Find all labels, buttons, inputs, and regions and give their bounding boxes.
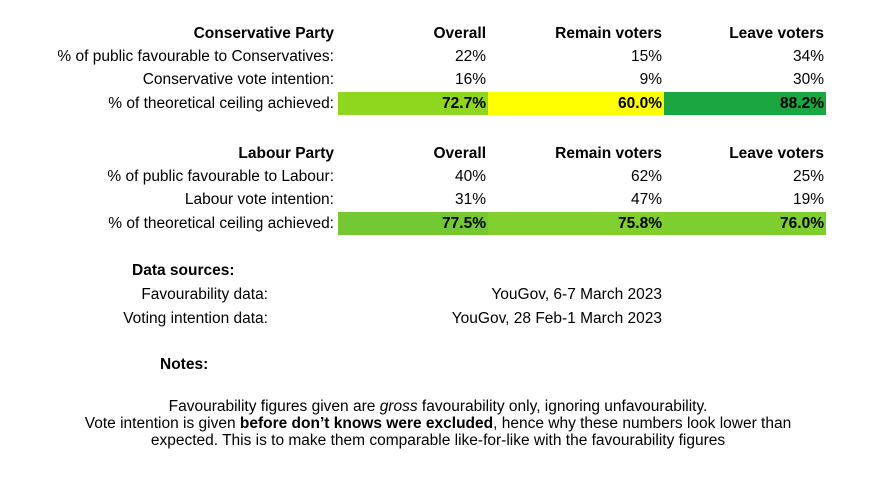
- notes-emphasis: gross: [379, 398, 418, 415]
- col-overall-heading: Overall: [433, 145, 486, 162]
- overall-value: 40%: [454, 168, 486, 185]
- conservative-vote-row: Conservative vote intention: 16% 9% 30%: [0, 68, 876, 91]
- labour-favourable-row: % of public favourable to Labour: 40% 62…: [0, 165, 876, 188]
- remain-value: 62%: [630, 168, 662, 185]
- remain-ceiling-cell: 60.0%: [488, 92, 664, 115]
- conservative-header-row: Conservative Party Overall Remain voters…: [0, 22, 876, 45]
- overall-ceiling-cell: 72.7%: [338, 92, 488, 115]
- col-leave-heading: Leave voters: [729, 25, 824, 42]
- overall-value: 22%: [454, 48, 486, 65]
- overall-value: 31%: [454, 191, 486, 208]
- remain-value: 15%: [630, 48, 662, 65]
- notes-bold-text: before don’t knows were excluded: [239, 415, 494, 432]
- labour-party-heading: Labour Party: [238, 145, 334, 162]
- notes-title: Notes:: [160, 356, 209, 373]
- overall-value: 16%: [454, 71, 486, 88]
- conservative-party-heading: Conservative Party: [193, 25, 334, 42]
- row-label: % of theoretical ceiling achieved:: [108, 215, 334, 232]
- leave-ceiling-cell: 76.0%: [664, 212, 826, 235]
- notes-text: Vote intention is given: [84, 415, 240, 432]
- leave-value: 25%: [792, 168, 824, 185]
- row-label: Labour vote intention:: [184, 191, 334, 208]
- favourability-source-value: YouGov, 6-7 March 2023: [491, 286, 662, 303]
- labour-vote-row: Labour vote intention: 31% 47% 19%: [0, 188, 876, 211]
- voting-source-label: Voting intention data:: [123, 310, 268, 327]
- voting-source-value: YouGov, 28 Feb-1 March 2023: [451, 310, 662, 327]
- notes-line-2: Vote intention is given before don’t kno…: [0, 415, 876, 432]
- col-remain-heading: Remain voters: [555, 25, 662, 42]
- overall-ceiling-cell: 77.5%: [338, 212, 488, 235]
- leave-value: 19%: [792, 191, 824, 208]
- remain-value: 47%: [630, 191, 662, 208]
- col-overall-heading: Overall: [433, 25, 486, 42]
- labour-header-row: Labour Party Overall Remain voters Leave…: [0, 142, 876, 165]
- labour-ceiling-row: % of theoretical ceiling achieved: 77.5%…: [0, 212, 876, 235]
- notes-line-1: Favourability figures given are gross fa…: [0, 398, 876, 415]
- row-label: % of public favourable to Labour:: [107, 168, 334, 185]
- notes-line-3: expected. This is to make them comparabl…: [150, 432, 726, 449]
- data-sources-title: Data sources:: [132, 262, 235, 279]
- leave-value: 30%: [792, 71, 824, 88]
- conservative-ceiling-row: % of theoretical ceiling achieved: 72.7%…: [0, 92, 876, 115]
- row-label: % of public favourable to Conservatives:: [57, 48, 334, 65]
- row-label: % of theoretical ceiling achieved:: [108, 95, 334, 112]
- notes-text: favourability only, ignoring unfavourabi…: [417, 398, 708, 415]
- remain-ceiling-cell: 75.8%: [488, 212, 664, 235]
- leave-value: 34%: [792, 48, 824, 65]
- remain-value: 9%: [639, 71, 662, 88]
- notes-text: Favourability figures given are: [168, 398, 380, 415]
- col-remain-heading: Remain voters: [555, 145, 662, 162]
- col-leave-heading: Leave voters: [729, 145, 824, 162]
- leave-ceiling-cell: 88.2%: [664, 92, 826, 115]
- notes-text: , hence why these numbers look lower tha…: [493, 415, 792, 432]
- favourability-source-label: Favourability data:: [141, 286, 268, 303]
- conservative-favourable-row: % of public favourable to Conservatives:…: [0, 45, 876, 68]
- row-label: Conservative vote intention:: [142, 71, 334, 88]
